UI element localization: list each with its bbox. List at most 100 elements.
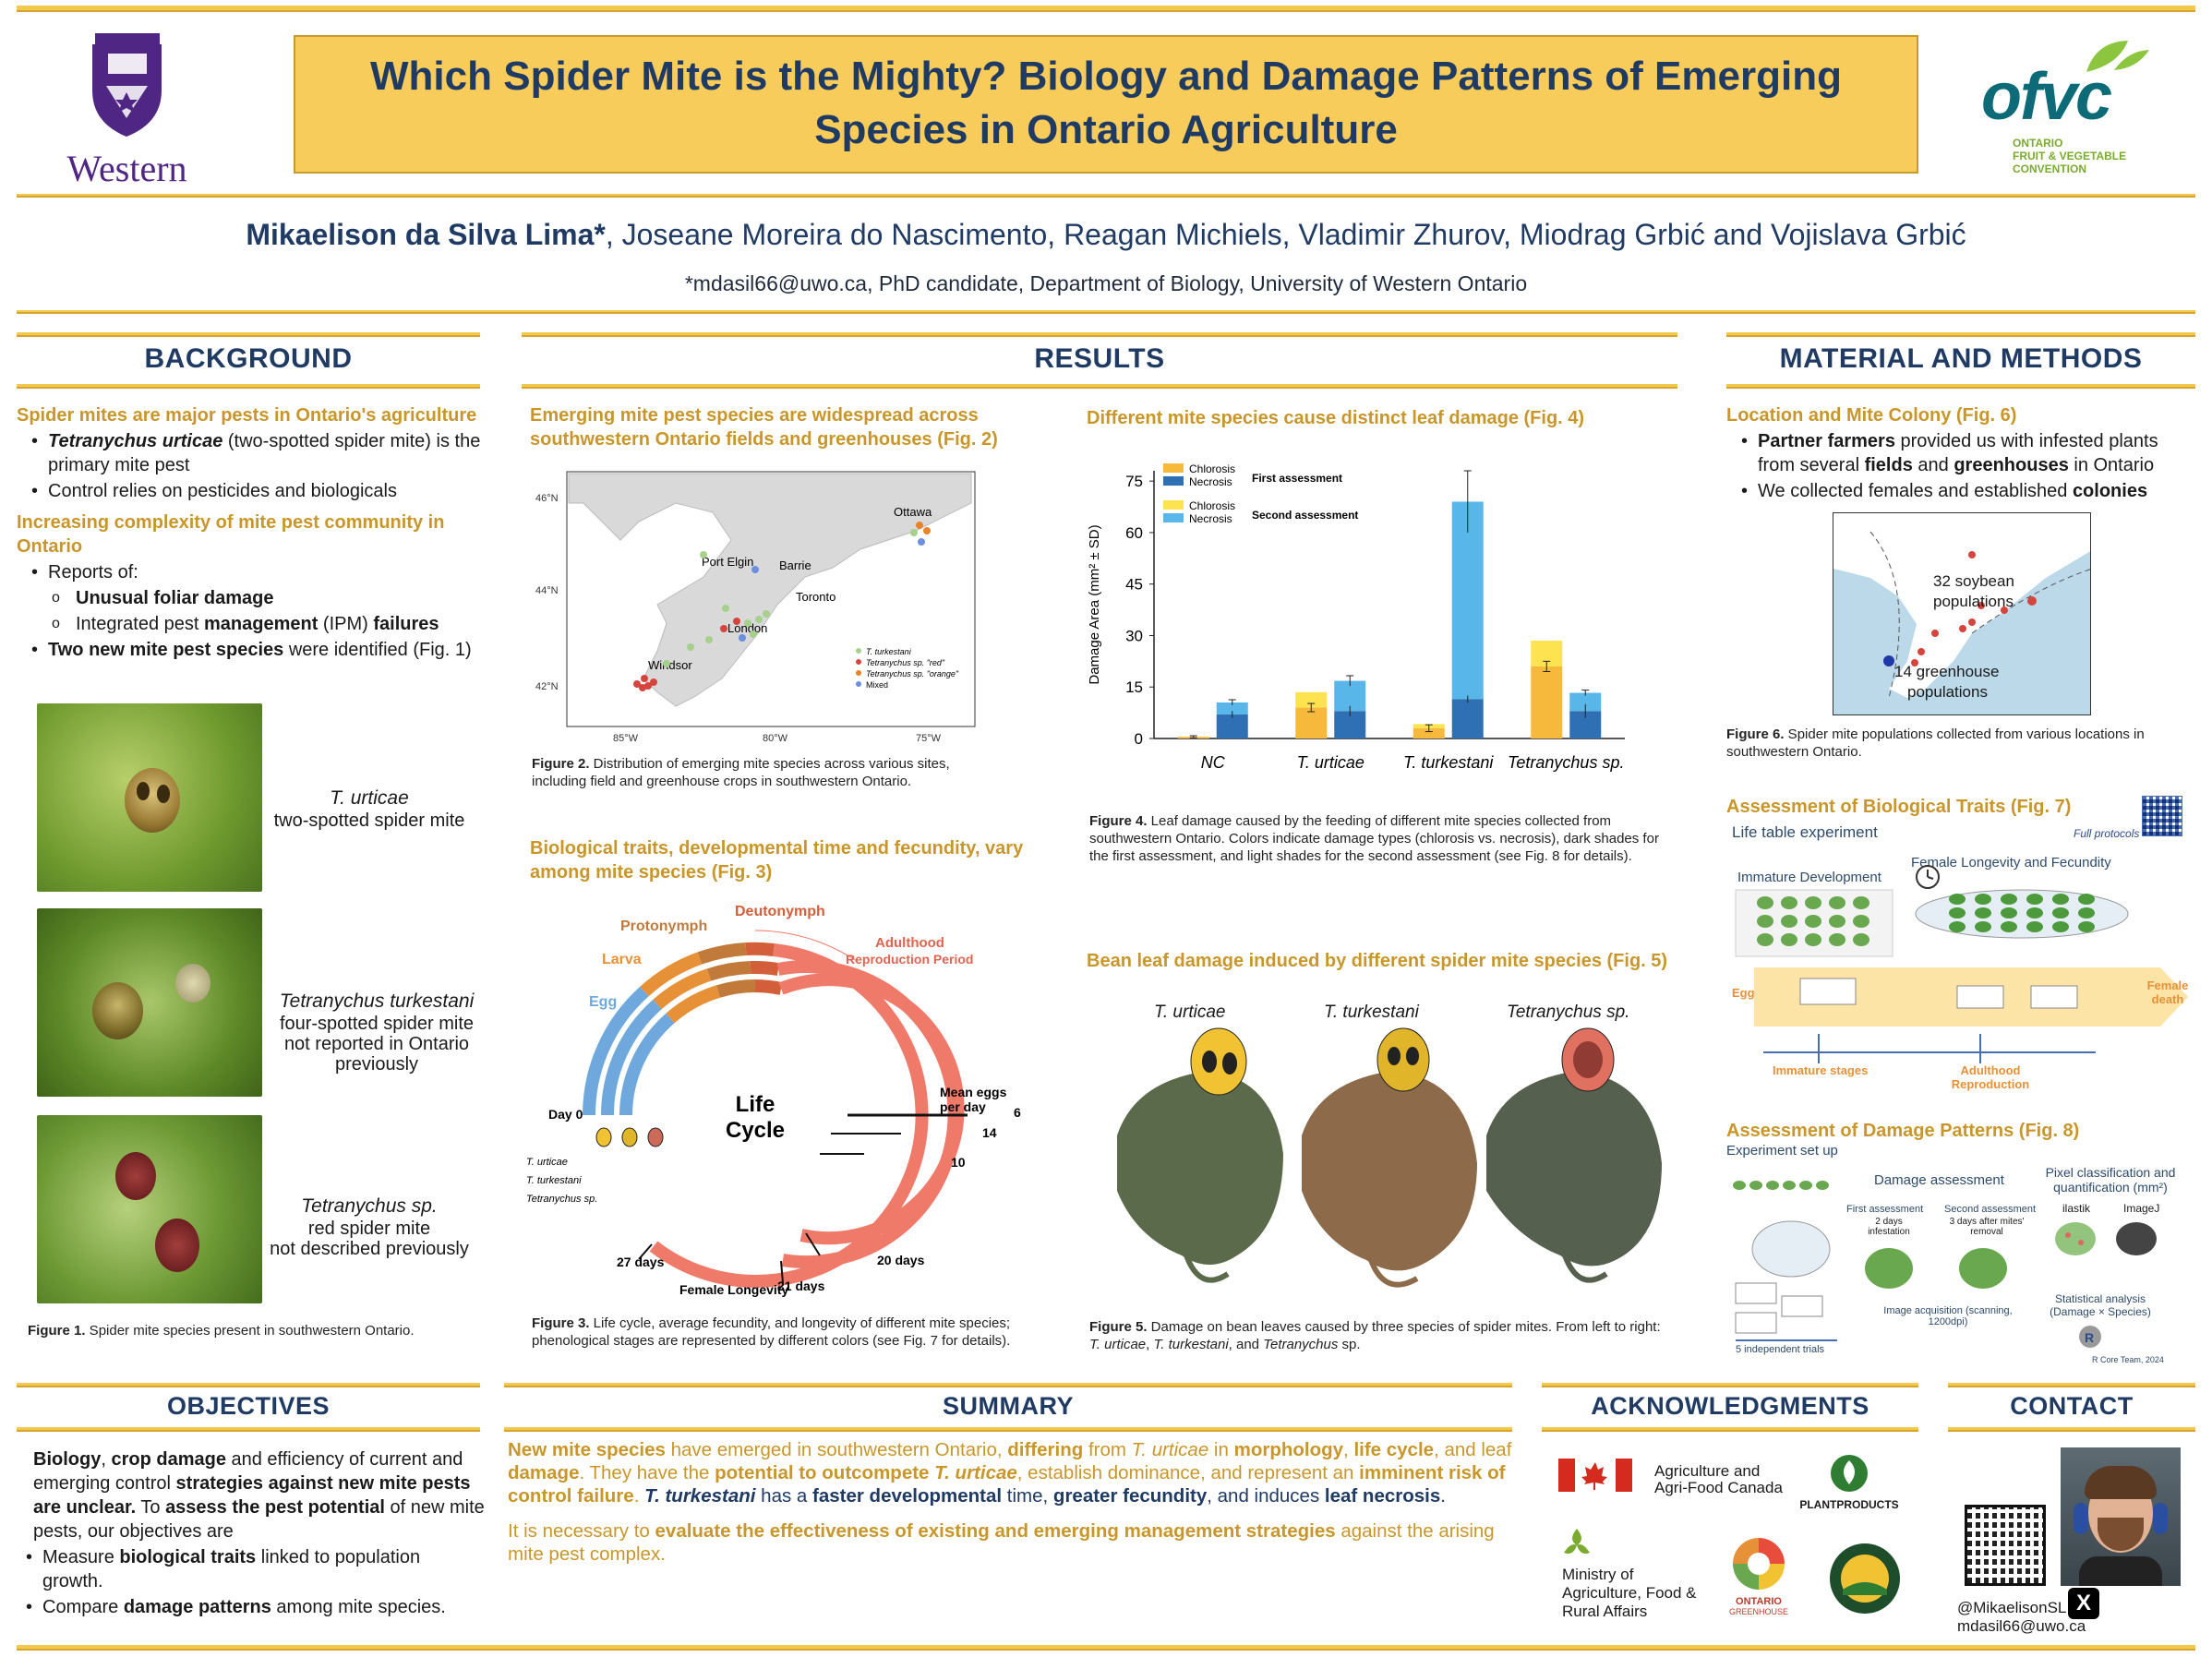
fig7-plate-disc (1949, 921, 1966, 932)
immature-dev-label: Immature Development (1737, 870, 1881, 885)
ofvc-logo: ofvc ONTARIO FRUIT & VEGETABLE CONVENTIO… (1976, 37, 2170, 175)
mite1-name: T. urticae (330, 787, 409, 809)
first-assess-label: First assessment (1846, 1204, 1924, 1215)
fig4-legend-item: Necrosis (1189, 475, 1232, 488)
map-label-4: populations (1907, 683, 1988, 701)
pixel-label: Pixel classification and quantification … (2045, 1165, 2176, 1195)
ofvc-sub3: CONVENTION (2013, 162, 2087, 175)
fig2-site-0 (633, 680, 641, 688)
fig3-day-21: 21 days (777, 1279, 825, 1293)
map-label-3: 14 greenhouse (1894, 663, 2000, 680)
fig2-site-11 (755, 616, 763, 623)
fig2-site-21 (918, 538, 925, 546)
trials-label: 5 independent trials (1736, 1344, 1825, 1355)
exp-setup-label: Experiment set up (1726, 1143, 1838, 1159)
svg-text:R: R (2085, 1330, 2094, 1345)
fig2-site-3 (650, 678, 657, 686)
fig8-leaf-disc (1749, 1181, 1762, 1190)
fig3-mean1: Mean eggs (940, 1085, 1007, 1099)
background-sub2: Increasing complexity of mite pest commu… (17, 512, 445, 557)
fig3-center-line1: Life (736, 1092, 775, 1117)
ofvc-logo-text: ofvc (1981, 60, 2112, 134)
fig7-plate-disc (2078, 907, 2095, 919)
bg-sub-bullet-1: Unusual foliar damage (28, 586, 489, 610)
methods-bullet-2: We collected females and established col… (1737, 479, 2190, 503)
contact-handle[interactable]: @MikaelisonSL (1957, 1599, 2067, 1616)
fig4-chart: 0 15 30 45 60 75 Damage Area (mm² ± SD) NC T. ur… (1080, 452, 1653, 785)
fig7-leaf-disc (1853, 896, 1869, 909)
authors: Mikaelison da Silva Lima*, Joseane Morei… (0, 218, 2212, 252)
contact-email[interactable]: mdasil66@uwo.ca (1957, 1617, 2086, 1635)
fig2-city-ottawa: Ottawa (894, 505, 932, 519)
plant-products-logo: PLANTPRODUCTS (1798, 1453, 1900, 1518)
fig2-lon-85: 85°W (613, 733, 639, 744)
obj-bullet-2: Compare damage patterns among mite speci… (22, 1595, 484, 1619)
fig3-mean2: per day (940, 1099, 986, 1114)
damage-assess-label: Damage assessment (1874, 1172, 2004, 1188)
objectives-text: Biology, crop damage and efficiency of c… (33, 1449, 485, 1542)
fig4-legend-second: Second assessment (1252, 509, 1358, 522)
fig4-legend-swatch (1163, 476, 1184, 486)
omafra-text1: Ministry of (1562, 1566, 1634, 1583)
fig2-site-19 (923, 527, 931, 534)
fig2-lat-46: 46°N (535, 493, 559, 504)
fig2-site-13 (739, 634, 746, 642)
fig7-leaf-disc (1781, 896, 1797, 909)
lead-author: Mikaelison da Silva Lima* (246, 218, 606, 251)
fig5-caption: Figure 5. Damage on bean leaves caused b… (1089, 1319, 1661, 1352)
fig8-leaf-disc (1733, 1181, 1746, 1190)
fig5-title: Bean leaf damage induced by different sp… (1087, 951, 1668, 971)
fig7-leaf-disc (1781, 915, 1797, 928)
ilastik-label: ilastik (2062, 1202, 2091, 1215)
ontario-greenhouse-text1: ONTARIO (1736, 1596, 1782, 1607)
poster-title-line2: Species in Ontario Agriculture (814, 107, 1398, 152)
fig7-plate-disc (1949, 907, 1966, 919)
ofvc-sub1: ONTARIO (2013, 137, 2063, 150)
image-acq-label: Image acquisition (scanning, 1200dpi) (1883, 1305, 2013, 1327)
bg-bullet-3: Reports of: (28, 560, 489, 584)
fig2-site-6 (687, 643, 694, 651)
fig2-legend-1: T. turkestani (866, 647, 912, 656)
contact-qr[interactable] (1965, 1505, 2046, 1586)
bg-bullet-1: Tetranychus urticae (two-spotted spider … (28, 429, 489, 477)
omafra-text2: Agriculture, Food & (1562, 1584, 1697, 1602)
fig7-leaf-disc (1781, 933, 1797, 946)
ontario-greenhouse-text2: GREENHOUSE (1728, 1607, 1788, 1616)
omafra-logo (1558, 1525, 1595, 1562)
fig3-longevity: Female Longevity (679, 1282, 788, 1297)
mite3-desc1: red spider mite (307, 1219, 431, 1239)
bg-sub-bullet-2: Integrated pest management (IPM) failure… (28, 612, 489, 636)
fig4-legend-swatch (1163, 500, 1184, 510)
fig2-site-10 (744, 619, 751, 627)
fig8-leaf-disc (1783, 1181, 1796, 1190)
fig4-bar-first-necrosis (1451, 699, 1484, 738)
fig2-site-18 (916, 522, 923, 529)
fig7-leaf-disc (1829, 933, 1845, 946)
fig4-bar-first-chlorosis (1413, 727, 1445, 738)
fig4-ytick-label: 0 (1135, 730, 1143, 748)
rcore-label: R Core Team, 2024 (2092, 1355, 2164, 1364)
fig4-bar-second-necrosis (1451, 501, 1484, 700)
stat-label: Statistical analysis (Damage × Species) (2050, 1292, 2151, 1318)
fig3-stage-protonymph: Protonymph (620, 919, 707, 934)
fig3-species-1: T. urticae (526, 1157, 568, 1168)
plant-products-text: PLANTPRODUCTS (1799, 1498, 1899, 1511)
x-logo-icon[interactable]: X (2068, 1588, 2099, 1619)
leaf-turkestani (1302, 1071, 1477, 1271)
title-box: Which Spider Mite is the Mighty? Biology… (294, 35, 1918, 174)
fig7-plate-disc (2001, 907, 2017, 919)
fig7-leaf-disc (1829, 896, 1845, 909)
fig2-site-17 (700, 551, 707, 558)
poster-title-line1: Which Spider Mite is the Mighty? Biology… (370, 54, 1842, 99)
fig7-plate-disc (2026, 907, 2043, 919)
fig3-species-2: T. turkestani (526, 1175, 582, 1186)
fig7-plate-disc (1975, 921, 1991, 932)
fig4-ytick-label: 15 (1125, 678, 1143, 696)
mite-photo-turkestani (37, 908, 262, 1097)
grain-farmers-icon (1830, 1543, 1900, 1614)
fig2-map: 46°N 44°N 42°N 85°W 80°W 75°W Ottawa Por… (528, 466, 990, 752)
fig8-leaf-disc (1816, 1181, 1829, 1190)
fig2-legend-2: Tetranychus sp. "red" (866, 658, 945, 667)
fig4-xtick-label: T. urticae (1297, 753, 1364, 772)
fig7-plate-disc (2001, 921, 2017, 932)
